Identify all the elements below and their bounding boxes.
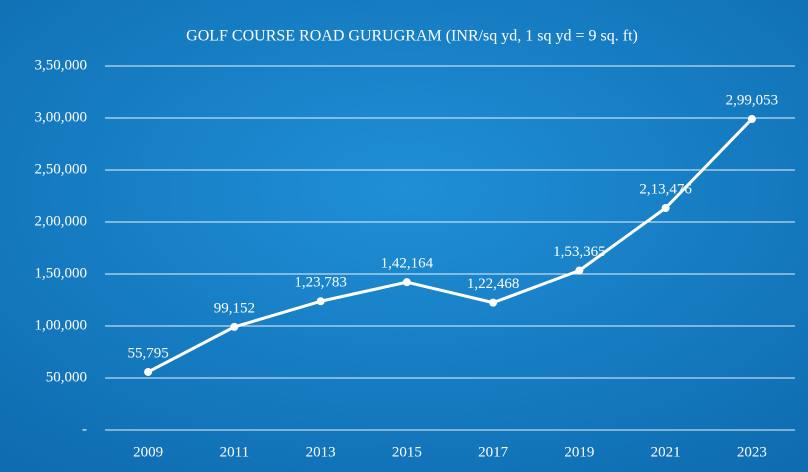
point [144, 367, 153, 376]
line [147, 117, 753, 374]
y-tick-label: 3,50,000 [35, 57, 88, 73]
y-tick-label: 3,00,000 [35, 109, 88, 125]
x-tick-label: 2019 [564, 444, 594, 460]
point [489, 298, 498, 307]
x-tick-label: 2017 [478, 444, 509, 460]
x-tick-label: 2013 [306, 444, 336, 460]
data-label: 1,22,468 [467, 276, 520, 292]
point [747, 114, 756, 123]
x-tick-label: 2021 [651, 444, 681, 460]
point [575, 266, 584, 275]
data-label: 1,42,164 [381, 256, 434, 272]
point [661, 203, 670, 212]
y-tick-label: 2,50,000 [35, 161, 88, 177]
y-tick-label: 1,50,000 [35, 265, 88, 281]
y-tick-label: - [82, 421, 87, 437]
x-tick-label: 2011 [220, 444, 249, 460]
data-label: 55,795 [128, 345, 169, 361]
point [316, 297, 325, 306]
data-label: 2,99,053 [726, 92, 779, 108]
data-label: 99,152 [214, 300, 255, 316]
y-tick-label: 50,000 [46, 369, 87, 385]
point [402, 278, 411, 287]
data-label: 1,53,365 [553, 244, 606, 260]
data-label: 1,23,783 [294, 275, 347, 291]
y-tick-label: 1,00,000 [35, 317, 88, 333]
y-tick-label: 2,00,000 [35, 213, 88, 229]
data-label: 2,13,476 [639, 181, 692, 197]
x-tick-label: 2015 [392, 444, 422, 460]
x-tick-label: 2009 [133, 444, 163, 460]
point [230, 322, 239, 331]
x-tick-label: 2023 [737, 444, 767, 460]
chart-title: GOLF COURSE ROAD GURUGRAM (INR/sq yd, 1 … [186, 28, 638, 45]
